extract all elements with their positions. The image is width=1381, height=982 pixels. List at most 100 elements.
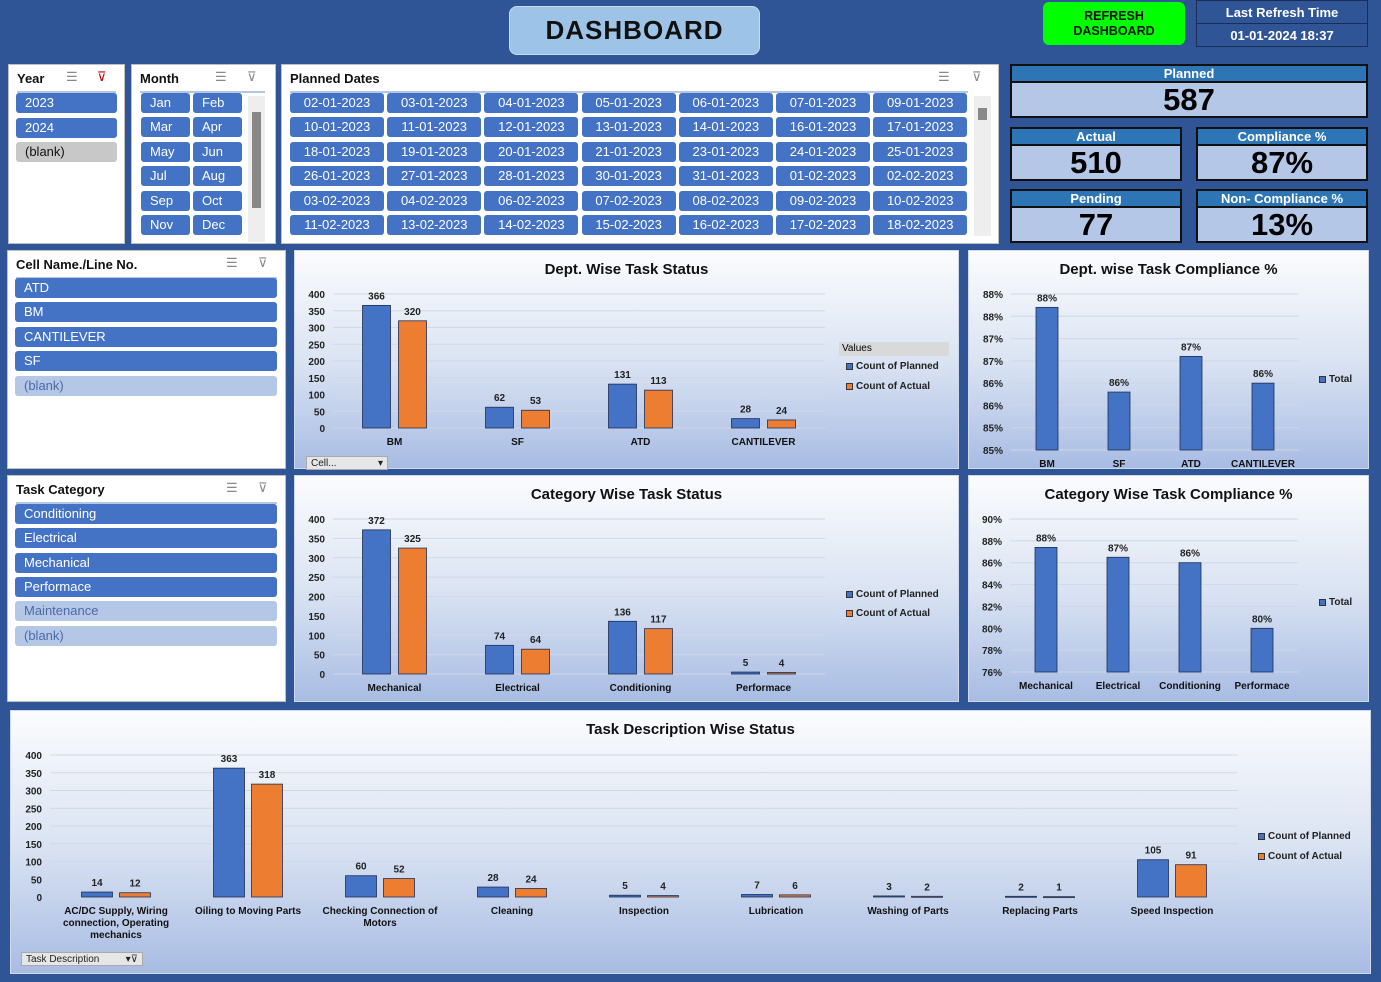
slicer-item-category[interactable]: Maintenance [15,601,277,622]
slicer-item-month[interactable]: Apr [193,117,242,138]
slicer-item-date[interactable]: 23-01-2023 [678,141,773,162]
kpi-label: Planned [1012,66,1366,83]
slicer-item-date[interactable]: 12-01-2023 [484,117,579,138]
slicer-item-year[interactable]: (blank) [16,142,117,162]
field-button-label: Task Description [26,954,100,965]
multi-select-icon[interactable]: ☰ [938,69,950,84]
slicer-item-date[interactable]: 14-01-2023 [678,117,773,138]
data-label: 131 [614,370,631,381]
slicer-item-month[interactable]: Jan [141,93,190,113]
slicer-item-date[interactable]: 09-02-2023 [776,190,870,211]
clear-filter-icon[interactable]: ⊽ [247,69,257,84]
cell-field-button[interactable]: Cell... ▾ [306,456,388,470]
multi-select-icon[interactable]: ☰ [66,69,78,84]
task-description-field-button[interactable]: Task Description ▾⊽ [21,952,143,966]
slicer-item-month[interactable]: Feb [193,93,242,113]
slicer-item-date[interactable]: 10-02-2023 [873,190,968,211]
x-category-label: Oiling to Moving Parts [195,906,302,917]
slicer-item-date[interactable]: 13-01-2023 [581,117,676,138]
slicer-item-category[interactable]: Mechanical [15,552,277,573]
y-tick-label: 100 [308,631,325,642]
slicer-item-month[interactable]: Jun [193,141,242,162]
multi-select-icon[interactable]: ☰ [215,69,227,84]
slicer-item-cell[interactable]: SF [15,351,277,372]
slicer-item-date[interactable]: 06-01-2023 [678,93,773,113]
scrollbar-thumb[interactable] [252,112,261,208]
slicer-item-date[interactable]: 28-01-2023 [484,166,579,187]
slicer-item-date[interactable]: 07-02-2023 [581,190,676,211]
slicer-item-month[interactable]: Aug [193,166,242,187]
slicer-item-date[interactable]: 30-01-2023 [581,166,676,187]
slicer-item-date[interactable]: 06-02-2023 [484,190,579,211]
slicer-item-date[interactable]: 20-01-2023 [484,141,579,162]
slicer-item-year[interactable]: 2023 [16,93,117,113]
slicer-item-month[interactable]: Nov [141,215,190,235]
slicer-item-cell[interactable]: CANTILEVER [15,326,277,347]
scrollbar[interactable] [974,96,991,236]
slicer-item-date[interactable]: 13-02-2023 [387,215,482,235]
kpi-planned: Planned 587 [1010,64,1368,118]
slicer-item-date[interactable]: 16-01-2023 [776,117,870,138]
slicer-item-year[interactable]: 2024 [16,117,117,138]
slicer-item-date[interactable]: 17-01-2023 [873,117,968,138]
multi-select-icon[interactable]: ☰ [226,255,238,270]
slicer-item-date[interactable]: 24-01-2023 [776,141,870,162]
slicer-item-date[interactable]: 11-01-2023 [387,117,482,138]
slicer-item-category[interactable]: (blank) [15,625,277,646]
slicer-item-month[interactable]: Mar [141,117,190,138]
slicer-item-date[interactable]: 07-01-2023 [776,93,870,113]
data-label: 64 [530,635,542,646]
slicer-item-category[interactable]: Performace [15,576,277,597]
slicer-item-month[interactable]: Sep [141,190,190,211]
slicer-item-date[interactable]: 01-02-2023 [776,166,870,187]
bar-count-of-planned [608,620,637,675]
data-label: 2 [924,882,930,893]
slicer-item-date[interactable]: 16-02-2023 [678,215,773,235]
slicer-item-date[interactable]: 08-02-2023 [678,190,773,211]
slicer-item-month[interactable]: Oct [193,190,242,211]
slicer-item-cell[interactable]: ATD [15,278,277,298]
slicer-item-date[interactable]: 04-02-2023 [387,190,482,211]
slicer-item-date[interactable]: 15-02-2023 [581,215,676,235]
slicer-item-date[interactable]: 02-02-2023 [873,166,968,187]
slicer-item-date[interactable]: 10-01-2023 [290,117,384,138]
slicer-item-date[interactable]: 03-02-2023 [290,190,384,211]
clear-filter-icon[interactable]: ⊽ [258,255,268,270]
slicer-item-date[interactable]: 05-01-2023 [581,93,676,113]
slicer-item-date[interactable]: 25-01-2023 [873,141,968,162]
slicer-item-date[interactable]: 14-02-2023 [484,215,579,235]
slicer-item-category[interactable]: Conditioning [15,504,277,524]
legend-swatch [846,591,853,598]
scrollbar-thumb[interactable] [978,108,987,120]
slicer-item-cell[interactable]: BM [15,302,277,323]
slicer-item-date[interactable]: 04-01-2023 [484,93,579,113]
clear-filter-icon[interactable]: ⊽ [972,69,982,84]
slicer-item-month[interactable]: May [141,141,190,162]
slicer-item-date[interactable]: 11-02-2023 [290,215,384,235]
clear-filter-icon[interactable]: ⊽ [258,480,268,495]
scrollbar[interactable] [248,96,265,242]
refresh-dashboard-button[interactable]: REFRESH DASHBOARD [1043,2,1185,45]
clear-filter-icon[interactable]: ⊽ [97,69,107,84]
slicer-item-date[interactable]: 21-01-2023 [581,141,676,162]
slicer-item-date[interactable]: 18-01-2023 [290,141,384,162]
slicer-item-date[interactable]: 02-01-2023 [290,93,384,113]
multi-select-icon[interactable]: ☰ [226,480,238,495]
slicer-item-month[interactable]: Dec [193,215,242,235]
slicer-item-category[interactable]: Electrical [15,528,277,549]
slicer-item-date[interactable]: 27-01-2023 [387,166,482,187]
slicer-item-date[interactable]: 09-01-2023 [873,93,968,113]
slicer-item-date[interactable]: 31-01-2023 [678,166,773,187]
slicer-item-date[interactable]: 26-01-2023 [290,166,384,187]
slicer-item-date[interactable]: 19-01-2023 [387,141,482,162]
slicer-item-cell[interactable]: (blank) [15,375,277,396]
slicer-item-date[interactable]: 18-02-2023 [873,215,968,235]
chart-title: Dept. wise Task Compliance % [1059,261,1278,278]
slicer-item-date[interactable]: 17-02-2023 [776,215,870,235]
data-label: 12 [129,879,141,890]
data-label: 24 [776,406,788,417]
y-tick-label: 400 [308,515,325,526]
slicer-item-month[interactable]: Jul [141,166,190,187]
slicer-item-date[interactable]: 03-01-2023 [387,93,482,113]
data-label: 86% [1253,369,1273,380]
